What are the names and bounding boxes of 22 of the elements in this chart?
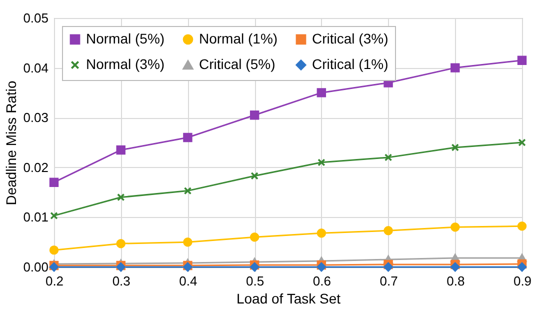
y-tick-label: 0.00 — [23, 260, 48, 274]
legend-label: Critical (3%) — [312, 30, 388, 46]
x-axis-title: Load of Task Set — [236, 290, 341, 306]
y-tick-label: 0.02 — [23, 160, 48, 175]
legend-label: Normal (1%) — [199, 30, 278, 46]
y-tick-label: 0.01 — [23, 210, 48, 225]
legend-label: Critical (5%) — [199, 56, 276, 72]
x-tick-label: 0.6 — [312, 274, 331, 288]
x-tick-label: 0.5 — [246, 274, 264, 288]
legend-label: Normal (3%) — [86, 56, 165, 72]
x-tick-label: 0.8 — [446, 274, 465, 288]
x-tick-label: 0.7 — [380, 274, 398, 288]
legend-label: Normal (5%) — [86, 30, 165, 46]
legend-label: Critical (1%) — [312, 56, 388, 72]
x-tick-label: 0.2 — [45, 274, 64, 288]
x-tick-label: 0.3 — [112, 274, 130, 288]
x-tick-label: 0.9 — [513, 274, 532, 288]
y-tick-label: 0.04 — [23, 60, 48, 76]
y-axis-title: Deadline Miss Ratio — [3, 80, 20, 206]
x-tick-label: 0.4 — [179, 274, 198, 288]
y-tick-label: 0.03 — [23, 110, 48, 126]
y-tick-label: 0.05 — [23, 10, 48, 26]
